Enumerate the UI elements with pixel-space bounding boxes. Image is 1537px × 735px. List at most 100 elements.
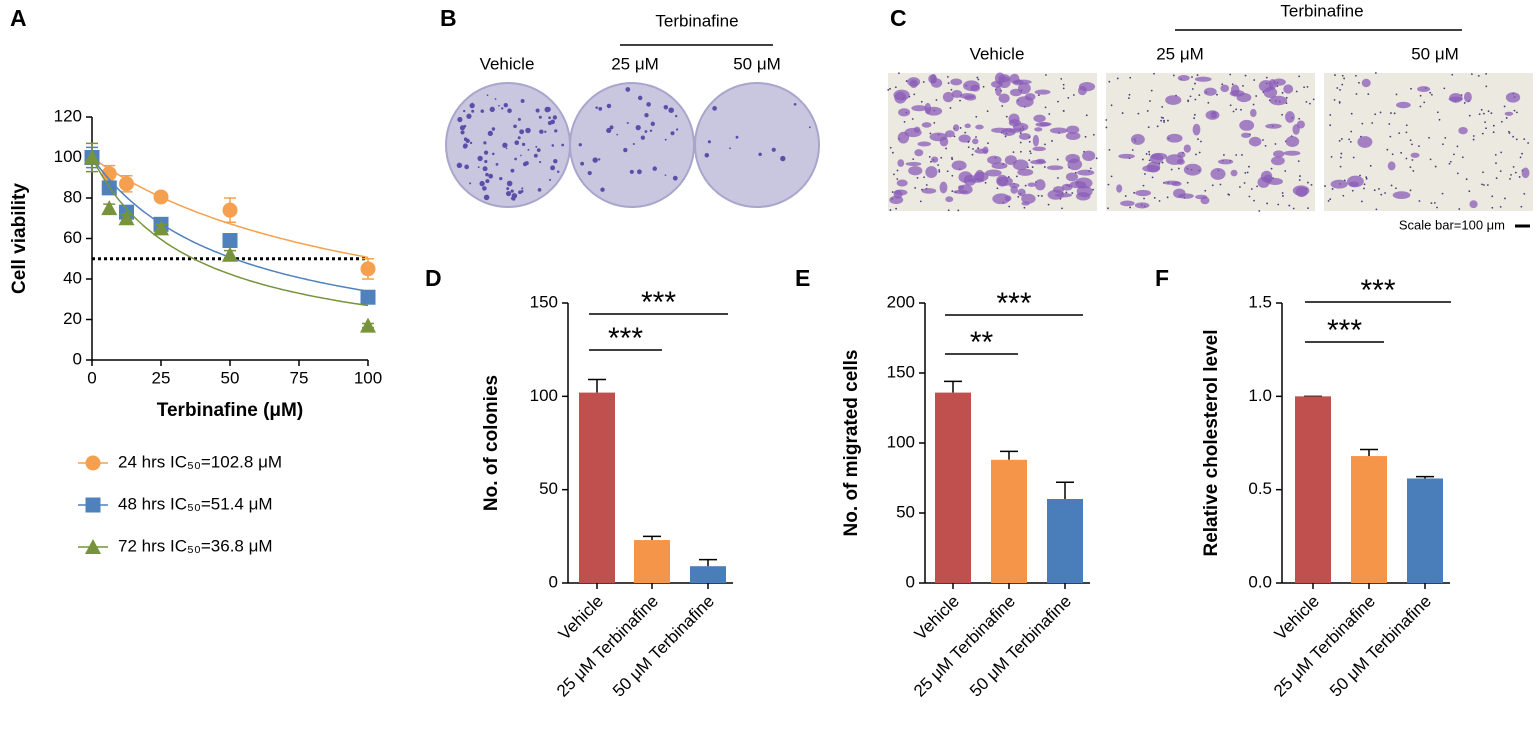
cell: [1010, 186, 1018, 194]
pore: [905, 80, 908, 82]
colony: [514, 140, 520, 146]
colony: [502, 142, 508, 148]
cell: [942, 91, 954, 103]
cell: [1012, 122, 1029, 132]
pore: [1258, 210, 1261, 212]
cell: [995, 85, 1002, 96]
cell: [1283, 150, 1301, 156]
pore: [1465, 178, 1468, 181]
cell: [974, 169, 985, 182]
pore: [1486, 184, 1489, 186]
cell: [1036, 158, 1046, 164]
pore: [1211, 184, 1214, 187]
significance-label: ***: [1327, 314, 1362, 347]
pore: [891, 151, 894, 154]
colony: [485, 172, 489, 177]
cell: [1200, 196, 1210, 205]
colony: [501, 107, 504, 110]
pore: [1133, 191, 1136, 194]
x-tick-label: 75: [290, 368, 309, 387]
legend-marker: [85, 497, 101, 513]
x-tick-label: 50 μM Terbinafine: [609, 592, 718, 701]
cell: [914, 149, 924, 157]
colony: [675, 114, 678, 118]
cell: [1116, 184, 1123, 193]
pore: [1472, 135, 1475, 137]
pore: [1048, 113, 1051, 115]
pore: [1523, 138, 1526, 141]
pore: [1235, 108, 1237, 111]
pore: [1495, 177, 1498, 180]
x-tick-label: 25 μM Terbinafine: [553, 592, 662, 701]
pore: [1153, 196, 1156, 199]
pore: [1379, 111, 1382, 114]
colony: [498, 104, 500, 107]
pore: [1239, 186, 1241, 188]
colony: [707, 140, 711, 144]
colony: [598, 158, 601, 161]
pore: [1405, 157, 1408, 160]
colony: [649, 129, 653, 133]
colony: [592, 157, 598, 163]
colony: [553, 158, 558, 164]
pore: [1266, 202, 1269, 205]
cell: [1463, 91, 1472, 103]
pore: [1518, 176, 1521, 178]
pore: [1490, 112, 1493, 115]
pore: [938, 169, 941, 171]
cell: [972, 138, 979, 145]
cell: [1120, 200, 1135, 207]
pore: [1485, 85, 1488, 88]
group-label: Terbinafine: [655, 11, 738, 30]
error-bar: [1416, 475, 1434, 479]
pore: [1456, 172, 1459, 175]
pore: [1252, 103, 1255, 106]
pore: [1500, 151, 1503, 154]
pore: [1158, 200, 1161, 202]
y-tick-label: 60: [63, 228, 82, 247]
pore: [1438, 118, 1441, 121]
colony: [670, 131, 675, 136]
pore: [1405, 124, 1408, 127]
colony: [609, 125, 614, 130]
pore: [1284, 170, 1287, 172]
pore: [1504, 197, 1506, 200]
pore: [1151, 176, 1154, 179]
pore: [1137, 112, 1140, 115]
colony: [483, 194, 490, 201]
pore: [1384, 192, 1386, 194]
pore: [972, 148, 974, 150]
data-point: [84, 149, 100, 165]
pore: [1491, 195, 1494, 198]
cell: [951, 160, 967, 171]
cell: [921, 188, 937, 194]
x-axis-label: Terbinafine (μM): [157, 400, 303, 421]
pore: [1024, 184, 1027, 187]
cell: [1173, 188, 1186, 199]
error-bar: [1056, 481, 1074, 499]
pore: [1352, 156, 1355, 159]
group-label: Terbinafine: [1280, 1, 1363, 20]
cell: [909, 79, 918, 88]
legend-label: 48 hrs IC₅₀=51.4 μM: [118, 494, 273, 513]
pore: [1246, 171, 1249, 174]
pore: [1141, 158, 1144, 161]
cell: [1033, 114, 1046, 123]
cell: [1177, 75, 1190, 82]
pore: [1468, 190, 1471, 193]
pore: [895, 207, 897, 210]
cell: [1205, 110, 1220, 120]
cell: [1163, 180, 1181, 185]
pore: [1463, 102, 1466, 104]
pore: [1324, 185, 1326, 187]
colony: [525, 127, 531, 134]
colony: [663, 104, 669, 110]
pore: [1144, 173, 1146, 175]
panel-letter: B: [440, 5, 457, 31]
bar: [935, 392, 971, 583]
pore: [1292, 207, 1295, 210]
colony: [495, 162, 499, 166]
y-tick-label: 40: [63, 268, 82, 287]
cell: [1076, 185, 1093, 198]
pore: [1333, 98, 1336, 101]
